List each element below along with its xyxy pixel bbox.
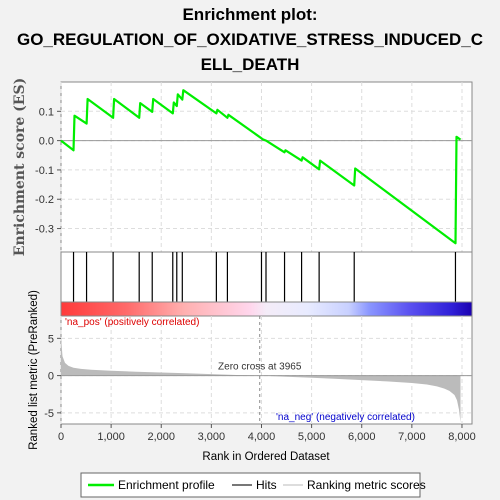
ranking-color-ramp: [60, 301, 473, 317]
es-y-axis-ticks: 0.1 0.0 -0.1 -0.2 -0.3: [35, 106, 61, 236]
chart-title-line-2: GO_REGULATION_OF_OXIDATIVE_STRESS_INDUCE…: [17, 30, 483, 49]
metric-x-axis-label: Rank in Ordered Dataset: [202, 451, 330, 463]
es-y-tick-label: -0.3: [35, 224, 54, 236]
metric-x-axis-ticks: 0 1,000 2,000 3,000 4,000 5,000 6,000 7,000 8,00…: [58, 424, 476, 443]
positive-correlation-label: 'na_pos' (positively correlated): [65, 317, 199, 328]
x-tick-label: 7,000: [398, 431, 426, 443]
x-tick-label: 3,000: [198, 431, 226, 443]
chart-title-line-3: ELL_DEATH: [201, 55, 300, 74]
x-tick-label: 2,000: [147, 431, 175, 443]
legend-ranking-metric-label: Ranking metric scores: [307, 478, 426, 492]
es-y-tick-label: -0.2: [35, 194, 54, 206]
es-y-tick-label: -0.1: [35, 165, 54, 177]
x-tick-label: 4,000: [248, 431, 276, 443]
enrichment-profile-line: [60, 89, 462, 245]
es-panel-frame: [60, 81, 473, 253]
legend-hits-label: Hits: [256, 478, 277, 492]
es-y-axis-label: Enrichment score (ES): [12, 78, 28, 256]
metric-y-tick-label: 0: [48, 371, 54, 383]
x-tick-label: 1,000: [97, 431, 125, 443]
metric-panel-frame: [60, 315, 473, 425]
x-tick-label: 5,000: [298, 431, 326, 443]
metric-y-tick-label: 5: [48, 333, 54, 345]
ranking-metric-area: [61, 336, 461, 423]
x-tick-label: 8,000: [448, 431, 476, 443]
es-y-tick-label: 0.1: [39, 106, 54, 118]
hit-markers: [72, 252, 457, 302]
metric-y-axis-ticks: 5 0 -5: [44, 333, 61, 420]
x-tick-label: 0: [58, 431, 64, 443]
chart-title-line-1: Enrichment plot:: [182, 5, 317, 24]
zero-cross-label: Zero cross at 3965: [218, 362, 302, 373]
legend-enrichment-profile-label: Enrichment profile: [118, 478, 215, 492]
negative-correlation-label: 'na_neg' (negatively correlated): [276, 412, 415, 423]
es-y-tick-label: 0.0: [39, 136, 54, 148]
metric-y-axis-label: Ranked list metric (PreRanked): [28, 290, 40, 450]
x-tick-label: 6,000: [348, 431, 376, 443]
metric-y-tick-label: -5: [44, 408, 54, 420]
